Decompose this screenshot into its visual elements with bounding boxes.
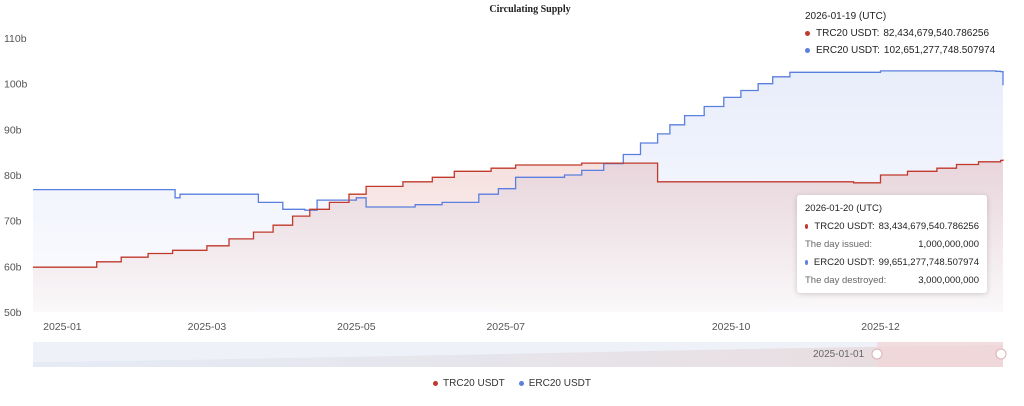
- erc-dot-icon: [805, 260, 808, 265]
- series-line-erc20[interactable]: [33, 70, 1004, 211]
- tooltip-issued-value: 1,000,000,000: [918, 239, 979, 250]
- tooltip-row-destroyed: The day destroyed: 3,000,000,000: [805, 275, 979, 286]
- zoom-handle-left[interactable]: [871, 348, 883, 360]
- series-area-trc20: [33, 159, 1003, 312]
- zoom-slider[interactable]: [33, 342, 1007, 367]
- y-tick-label: 50b: [4, 307, 22, 319]
- zoom-handle-right[interactable]: [995, 348, 1007, 360]
- tooltip-erc-label: ERC20 USDT:: [813, 257, 875, 268]
- x-tick-label: 2025-07: [486, 321, 525, 333]
- legend-item-trc[interactable]: TRC20 USDT: [433, 378, 505, 389]
- trc-dot-icon: [805, 224, 809, 229]
- legend-trc-label: TRC20 USDT: [443, 378, 505, 389]
- x-tick-label: 2025-10: [712, 321, 751, 333]
- zoom-slider-start-label: 2025-01-01: [813, 349, 865, 360]
- x-axis: 2025-01 2025-03 2025-05 2025-07 2025-10 2025-…: [43, 321, 900, 333]
- tooltip-erc-value: 99,651,277,748.507974: [878, 257, 979, 268]
- y-axis: 110b 100b 90b 80b 70b 60b 50b: [4, 33, 28, 319]
- y-tick-label: 70b: [4, 216, 22, 228]
- hover-readout: 2026-01-19 (UTC) TRC20 USDT: 82,434,679,…: [805, 11, 995, 56]
- series-line-trc20[interactable]: [33, 159, 1004, 268]
- y-tick-label: 80b: [4, 170, 22, 182]
- tooltip-row-trc: TRC20 USDT: 83,434,679,540.786256: [805, 221, 979, 232]
- y-tick-label: 60b: [4, 261, 22, 273]
- tooltip-date: 2026-01-20 (UTC): [805, 203, 883, 214]
- tooltip-destroyed-value: 3,000,000,000: [918, 275, 979, 286]
- tooltip-trc-label: TRC20 USDT:: [814, 221, 875, 232]
- y-tick-label: 110b: [4, 33, 27, 45]
- tooltip-issued-label: The day issued:: [805, 239, 873, 250]
- hover-erc-value: 102,651,277,748.507974: [883, 45, 996, 56]
- tooltip-row-erc: ERC20 USDT: 99,651,277,748.507974: [805, 257, 979, 268]
- x-tick-label: 2025-12: [861, 321, 900, 333]
- y-tick-label: 90b: [4, 124, 22, 136]
- legend-item-erc[interactable]: ERC20 USDT: [518, 378, 591, 389]
- legend-erc-dot-icon: [518, 381, 524, 386]
- tooltip: 2026-01-20 (UTC) TRC20 USDT: 83,434,679,…: [797, 195, 987, 293]
- hover-trc-label: TRC20 USDT:: [816, 28, 880, 39]
- hover-row-trc: TRC20 USDT: 82,434,679,540.786256: [805, 28, 995, 39]
- zoom-slider-preview: [33, 345, 1003, 367]
- x-tick-label: 2025-05: [337, 321, 376, 333]
- trc-dot-icon: [805, 31, 810, 36]
- chart-title: Circulating Supply: [489, 4, 570, 15]
- series-areas: [33, 70, 1003, 313]
- tooltip-row-issued: The day issued: 1,000,000,000: [805, 239, 979, 250]
- zoom-slider-window[interactable]: [877, 342, 1003, 367]
- tooltip-destroyed-label: The day destroyed:: [805, 275, 887, 286]
- y-tick-label: 100b: [4, 79, 28, 91]
- x-tick-label: 2025-03: [188, 321, 227, 333]
- legend-trc-dot-icon: [433, 381, 439, 386]
- hover-trc-value: 82,434,679,540.786256: [883, 28, 990, 39]
- hover-erc-label: ERC20 USDT:: [816, 45, 880, 56]
- hover-row-erc: ERC20 USDT: 102,651,277,748.507974: [805, 45, 995, 56]
- x-tick-label: 2025-01: [43, 321, 82, 333]
- legend: TRC20 USDT ERC20 USDT: [0, 378, 1024, 389]
- series-lines[interactable]: [33, 70, 1004, 268]
- legend-erc-label: ERC20 USDT: [528, 378, 591, 389]
- tooltip-trc-value: 83,434,679,540.786256: [878, 221, 979, 232]
- hover-date: 2026-01-19 (UTC): [805, 11, 887, 22]
- erc-dot-icon: [805, 48, 810, 53]
